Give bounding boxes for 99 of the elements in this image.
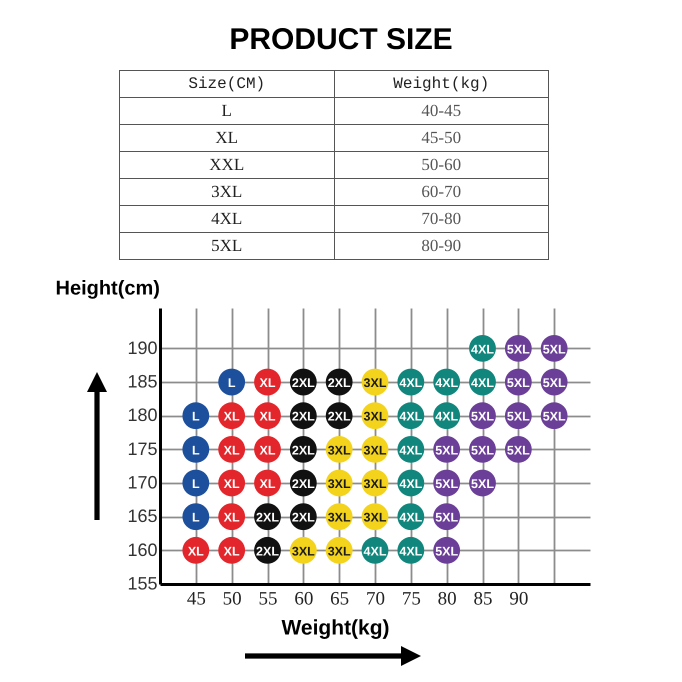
text: 4XL bbox=[399, 544, 422, 558]
text: 80-90 bbox=[334, 232, 548, 260]
text: 3XL bbox=[120, 178, 334, 206]
series-label: 3XL bbox=[364, 410, 387, 424]
y-tick-label: 185 bbox=[127, 372, 158, 392]
y-axis-title: Height(cm) bbox=[56, 278, 160, 300]
x-tick-label: 50 bbox=[222, 588, 242, 610]
text: XL bbox=[260, 376, 276, 390]
text: Weight(kg) bbox=[334, 70, 548, 98]
text: 4XL bbox=[399, 443, 422, 458]
y-tick-label: 170 bbox=[127, 472, 158, 493]
y-tick-label: 155 bbox=[127, 574, 158, 594]
x-tick-label: 45 bbox=[186, 588, 206, 610]
text: XL bbox=[224, 410, 240, 424]
series-label: L bbox=[192, 510, 200, 525]
x-axis-title: Weight(kg) bbox=[281, 616, 390, 640]
text: 3XL bbox=[328, 443, 351, 458]
text: 5XL bbox=[542, 410, 566, 424]
text: L bbox=[192, 410, 200, 424]
text: XL bbox=[224, 443, 240, 458]
text: 2XL bbox=[256, 544, 279, 558]
text: XL bbox=[188, 544, 204, 558]
text: XXL bbox=[120, 152, 334, 178]
text: 3XL bbox=[328, 544, 351, 558]
text: XL bbox=[224, 477, 240, 492]
y-tick-label: 175 bbox=[127, 438, 158, 459]
point bbox=[218, 368, 246, 396]
text: 5XL bbox=[542, 342, 566, 356]
text: XL bbox=[260, 410, 276, 424]
text: 2XL bbox=[292, 510, 315, 525]
text: PRODUCT SIZE bbox=[228, 22, 454, 58]
series-label: 5XL bbox=[471, 410, 494, 424]
text: 2XL bbox=[256, 510, 279, 525]
text: 4XL bbox=[399, 477, 422, 492]
text: 2XL bbox=[292, 376, 315, 390]
text: 50-60 bbox=[334, 152, 548, 178]
text: Size(CM) bbox=[120, 70, 334, 98]
text: XL bbox=[260, 477, 276, 492]
text: 4XL bbox=[120, 206, 334, 232]
text: L bbox=[120, 98, 334, 124]
text: 5XL bbox=[542, 376, 566, 390]
text: L bbox=[228, 376, 236, 390]
series-label: 4XL bbox=[399, 410, 423, 424]
text: 3XL bbox=[328, 510, 351, 525]
text: 5XL bbox=[506, 443, 530, 458]
text: 3XL bbox=[364, 510, 386, 525]
text: 2XL bbox=[328, 410, 351, 424]
text: 4XL bbox=[364, 544, 386, 558]
text: 5XL bbox=[435, 544, 458, 558]
point bbox=[182, 436, 210, 463]
text: 4XL bbox=[399, 376, 422, 390]
series-label: 2XL bbox=[292, 410, 316, 424]
text: 70-80 bbox=[334, 206, 548, 232]
x-tick-label: 80 bbox=[438, 588, 457, 610]
y-tick-label: 190 bbox=[127, 338, 158, 358]
text: 5XL bbox=[435, 443, 458, 458]
text: 45-50 bbox=[334, 124, 548, 152]
text: 5XL bbox=[435, 510, 458, 525]
text: 2XL bbox=[328, 376, 351, 390]
text: 5XL bbox=[506, 410, 530, 424]
y-tick-label: 160 bbox=[127, 540, 158, 560]
y-tick-label: 165 bbox=[127, 506, 158, 526]
text: 3XL bbox=[364, 477, 386, 492]
text: 2XL bbox=[292, 443, 315, 458]
text: XL bbox=[224, 544, 240, 558]
x-tick-label: 60 bbox=[294, 588, 314, 610]
point bbox=[182, 470, 210, 496]
text: 40-45 bbox=[334, 98, 548, 124]
text: 5XL bbox=[471, 443, 494, 458]
text: 4XL bbox=[435, 376, 458, 390]
text: 5XL bbox=[506, 376, 530, 390]
text: L bbox=[192, 477, 200, 492]
text: 5XL bbox=[506, 342, 530, 356]
text: 5XL bbox=[435, 477, 458, 492]
x-tick-label: 55 bbox=[258, 588, 278, 610]
series-label: XL bbox=[224, 510, 240, 525]
text: 4XL bbox=[471, 342, 494, 356]
text: 4XL bbox=[435, 410, 458, 424]
text: 3XL bbox=[364, 376, 386, 390]
text: 5XL bbox=[120, 232, 334, 260]
x-tick-label: 75 bbox=[402, 588, 421, 610]
x-tick-label: 70 bbox=[366, 588, 385, 610]
y-tick-label: 180 bbox=[127, 405, 158, 426]
text: XL bbox=[120, 124, 334, 152]
text: 3XL bbox=[292, 544, 315, 558]
text: 3XL bbox=[328, 477, 351, 492]
x-tick-label: 90 bbox=[509, 588, 528, 610]
x-tick-label: 65 bbox=[330, 588, 350, 610]
text: 3XL bbox=[364, 443, 386, 458]
text: L bbox=[192, 443, 200, 458]
text: 4XL bbox=[399, 510, 422, 525]
text: 60-70 bbox=[334, 178, 548, 206]
point bbox=[182, 402, 210, 430]
point bbox=[182, 503, 210, 530]
text: 5XL bbox=[471, 477, 494, 492]
text: 4XL bbox=[471, 376, 494, 390]
text: 2XL bbox=[292, 477, 315, 492]
text: XL bbox=[260, 443, 276, 458]
x-tick-label: 85 bbox=[474, 588, 492, 610]
